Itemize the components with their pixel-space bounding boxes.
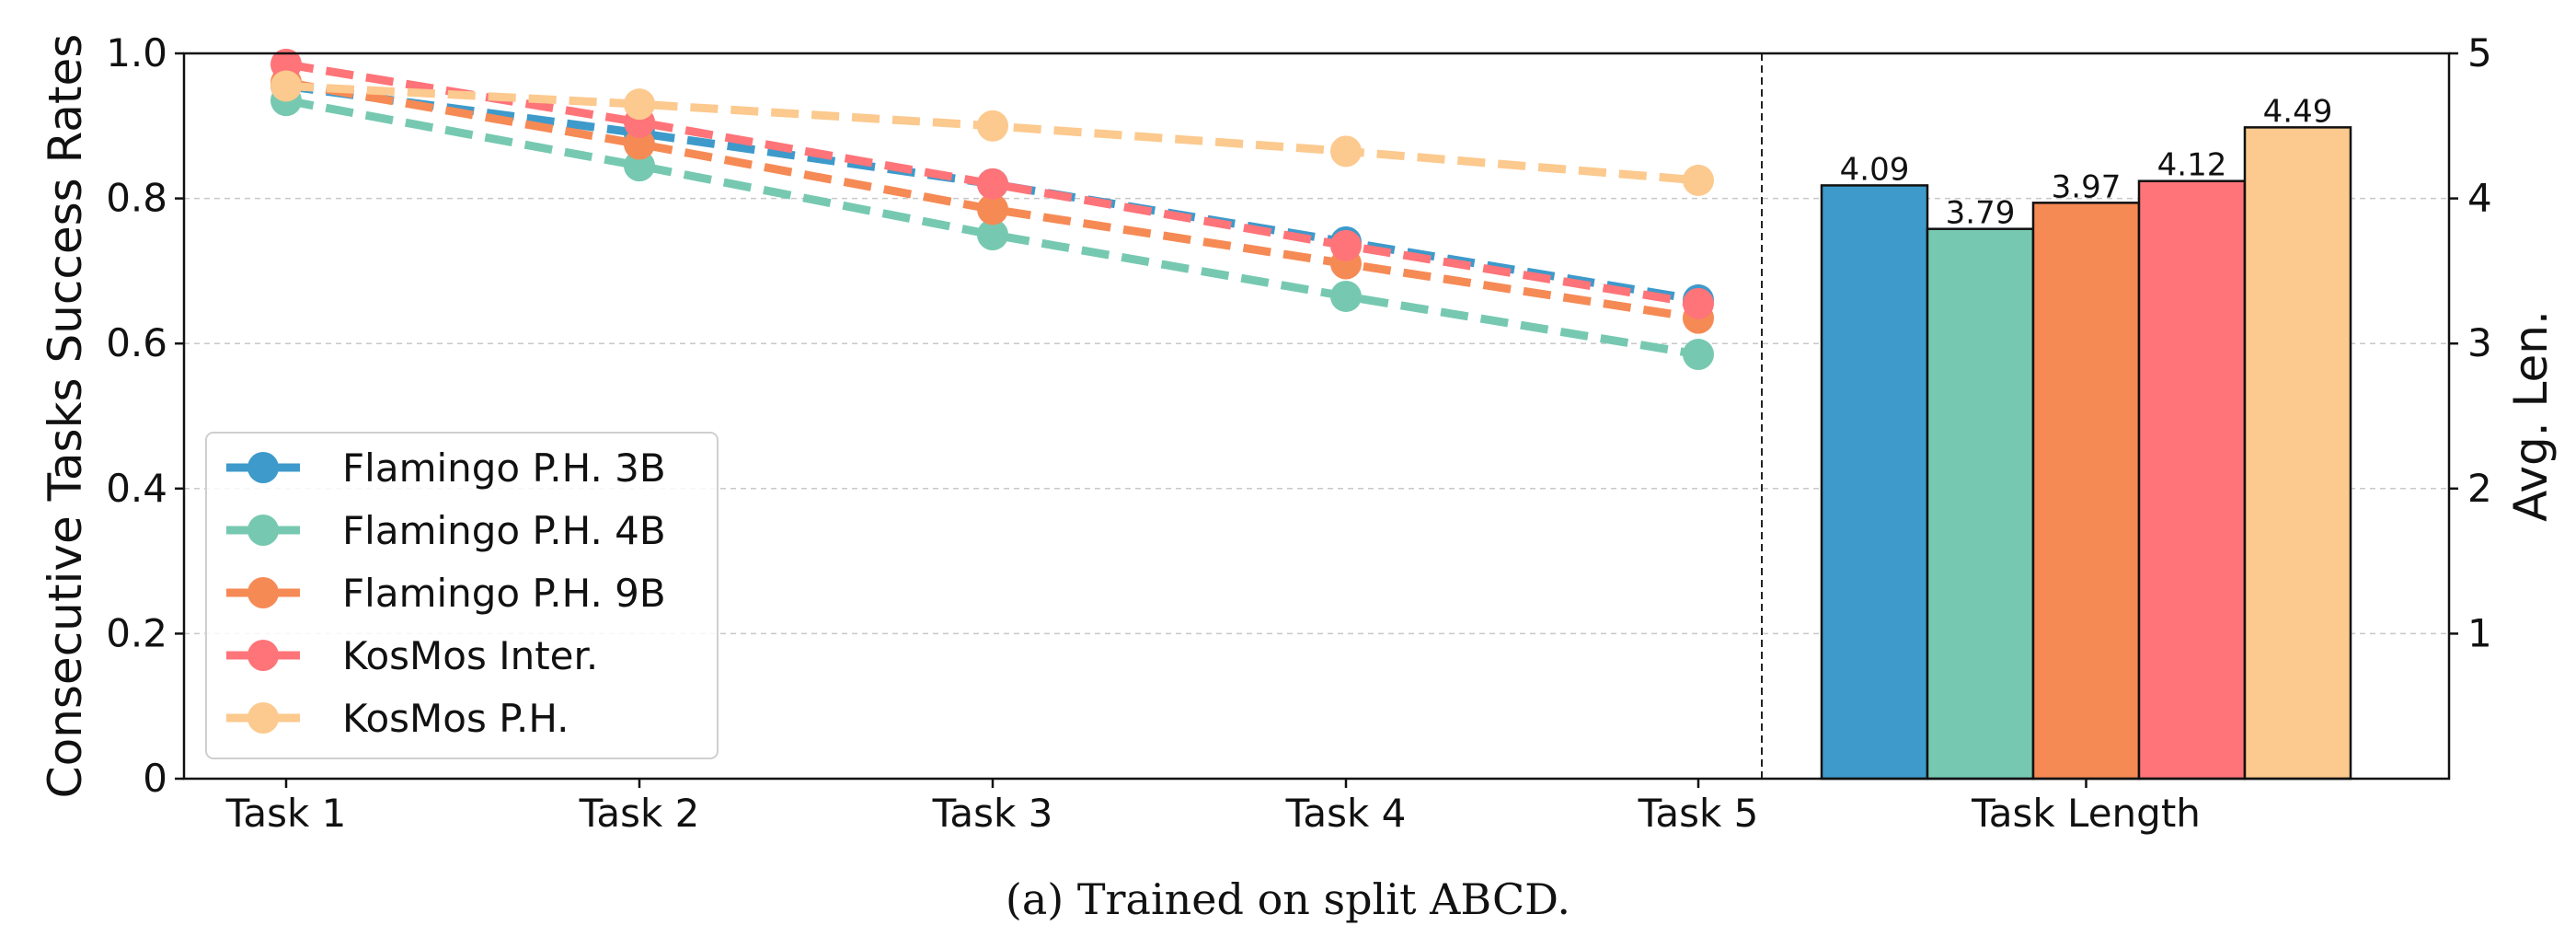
left-y-tick-label: 0.2	[106, 610, 167, 655]
x-tick-label: Task 3	[932, 791, 1053, 836]
legend-swatch-marker	[247, 640, 279, 671]
left-y-tick-label: 0.8	[106, 176, 167, 221]
right-y-tick-label: 1	[2467, 610, 2492, 655]
legend-swatch-marker	[247, 452, 279, 483]
data-point	[977, 219, 1008, 250]
legend-swatch-marker	[247, 577, 279, 608]
x-tick-label: Task 4	[1285, 791, 1407, 836]
legend-swatch-marker	[247, 515, 279, 546]
series-line	[285, 96, 1699, 359]
x-tick-label: Task 2	[579, 791, 700, 836]
data-point	[1330, 229, 1362, 261]
bar-value-label: 4.09	[1840, 151, 1910, 188]
bar-value-label: 4.12	[2157, 147, 2227, 184]
bar	[2243, 126, 2352, 781]
figure-caption: (a) Trained on split ABCD.	[1005, 874, 1571, 924]
data-point	[1683, 164, 1714, 196]
data-point	[624, 88, 655, 121]
legend: Flamingo P.H. 3B Flamingo P.H. 4B Flamingo…	[205, 432, 719, 759]
plot-frame	[182, 52, 2451, 781]
data-point	[977, 110, 1008, 142]
left-y-tick-label: 0	[143, 756, 167, 801]
right-y-tick-label: 2	[2467, 466, 2492, 511]
bar	[2031, 202, 2141, 781]
bar-value-label: 3.97	[2052, 168, 2122, 205]
legend-label: Flamingo P.H. 9B	[342, 571, 666, 616]
legend-label: Flamingo P.H. 3B	[342, 445, 666, 491]
left-y-tick-label: 0.6	[106, 320, 167, 365]
legend-box	[205, 432, 719, 759]
data-point	[1683, 339, 1714, 371]
bar	[1820, 184, 1929, 781]
right-y-axis-title: Avg. Len.	[2504, 310, 2558, 522]
data-point	[624, 128, 655, 160]
data-point	[270, 48, 302, 80]
bar-value-label: 4.49	[2263, 93, 2333, 130]
data-point	[624, 150, 655, 182]
legend-label: KosMos P.H.	[342, 696, 569, 741]
x-tick-label: Task 1	[225, 791, 347, 836]
left-y-axis-title: Consecutive Tasks Success Rates	[39, 34, 92, 799]
legend-label: KosMos Inter.	[342, 633, 598, 678]
right-y-tick-label: 4	[2467, 176, 2492, 221]
legend-label: Flamingo P.H. 4B	[342, 508, 666, 553]
bar-x-label: Task Length	[1971, 791, 2201, 836]
legend-swatch-marker	[247, 702, 279, 734]
data-point	[977, 193, 1008, 226]
series-line	[285, 78, 1699, 323]
data-point	[977, 168, 1008, 200]
bar-value-label: 3.79	[1946, 195, 2016, 232]
data-point	[1330, 135, 1362, 168]
bar	[2137, 179, 2247, 781]
x-tick-label: Task 5	[1638, 791, 1759, 836]
left-y-tick-label: 0.4	[106, 466, 167, 511]
data-point	[1330, 280, 1362, 312]
right-y-tick-label: 5	[2467, 30, 2492, 75]
left-y-tick-label: 1.0	[106, 30, 167, 75]
data-point	[1683, 287, 1714, 319]
series-line	[285, 60, 1699, 308]
bar	[1926, 227, 2035, 781]
data-point	[270, 70, 302, 102]
right-y-tick-label: 3	[2467, 320, 2492, 365]
chart-canvas: 4.09 3.79 3.97 4.12 4.49 0 0.2 0.4 0.6 0.8 1.0 1 2 3 4…	[39, 30, 2558, 836]
